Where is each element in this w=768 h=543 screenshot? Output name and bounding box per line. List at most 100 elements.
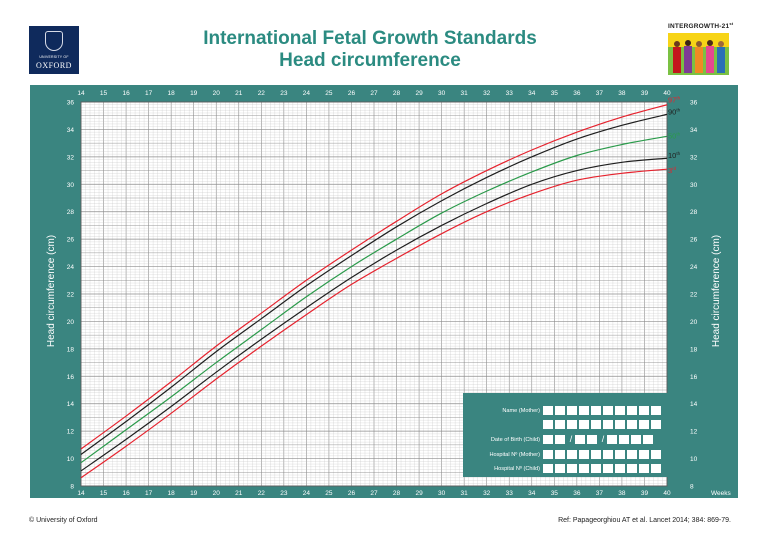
date-cell[interactable]	[575, 435, 585, 444]
x-tick-label-top: 28	[393, 90, 401, 97]
name-cell[interactable]	[639, 420, 649, 429]
x-tick-label-top: 18	[168, 90, 176, 97]
name-cell[interactable]	[627, 406, 637, 415]
name-cell[interactable]	[567, 406, 577, 415]
x-tick-label-bottom: 20	[213, 490, 221, 497]
y-tick-label-right: 12	[690, 429, 698, 436]
x-tick-label-top: 14	[77, 90, 85, 97]
name-cell[interactable]	[627, 420, 637, 429]
hospital-cell[interactable]	[615, 464, 625, 473]
hospital-cell[interactable]	[603, 464, 613, 473]
x-tick-label-bottom: 39	[641, 490, 649, 497]
y-tick-label-right: 34	[690, 127, 698, 134]
y-tick-label-right: 8	[690, 484, 694, 491]
y-tick-label-right: 26	[690, 237, 698, 244]
x-tick-label-bottom: 29	[415, 490, 423, 497]
x-tick-label-top: 17	[145, 90, 153, 97]
x-tick-label-bottom: 24	[303, 490, 311, 497]
date-of-birth-label: Date of Birth (Child)	[490, 436, 540, 443]
y-tick-label-left: 20	[67, 319, 75, 326]
name-cell[interactable]	[579, 420, 589, 429]
form-row-name-mother: Name (Mother)	[462, 406, 663, 415]
date-cell[interactable]	[543, 435, 553, 444]
hospital-cell[interactable]	[651, 450, 661, 459]
x-tick-label-top: 25	[325, 90, 333, 97]
name-cell[interactable]	[651, 406, 661, 415]
hospital-cell[interactable]	[555, 450, 565, 459]
date-cell[interactable]	[643, 435, 653, 444]
hospital-cell[interactable]	[591, 450, 601, 459]
x-tick-label-top: 21	[235, 90, 243, 97]
name-cell[interactable]	[555, 406, 565, 415]
name-cell[interactable]	[579, 406, 589, 415]
date-cell[interactable]	[619, 435, 629, 444]
hospital-cell[interactable]	[639, 450, 649, 459]
name-cell[interactable]	[567, 420, 577, 429]
x-tick-label-bottom: 38	[618, 490, 626, 497]
name-cell[interactable]	[543, 420, 553, 429]
y-tick-label-right: 14	[690, 401, 698, 408]
series-line-3rd	[80, 168, 668, 479]
y-tick-label-right: 16	[690, 374, 698, 381]
x-tick-label-top: 15	[100, 90, 108, 97]
form-row-hospital-child: Hospital Nº (Child)	[462, 464, 663, 473]
x-tick-label-top: 37	[596, 90, 604, 97]
name-cell[interactable]	[615, 406, 625, 415]
hospital-cell[interactable]	[579, 464, 589, 473]
x-tick-label-bottom: 18	[168, 490, 176, 497]
hospital-cell[interactable]	[651, 464, 661, 473]
name-cell[interactable]	[555, 420, 565, 429]
series-line-50th	[80, 135, 668, 464]
hospital-cell[interactable]	[627, 464, 637, 473]
x-tick-label-bottom: 27	[370, 490, 378, 497]
hospital-cell[interactable]	[627, 450, 637, 459]
x-tick-label-top: 36	[573, 90, 581, 97]
x-tick-label-top: 22	[258, 90, 266, 97]
form-row-name-mother-2	[462, 420, 663, 429]
hospital-cell[interactable]	[567, 464, 577, 473]
hospital-cell[interactable]	[543, 450, 553, 459]
hospital-cell[interactable]	[579, 450, 589, 459]
name-cell[interactable]	[591, 406, 601, 415]
hospital-cell[interactable]	[591, 464, 601, 473]
date-cell[interactable]	[587, 435, 597, 444]
x-tick-label-top: 38	[618, 90, 626, 97]
y-tick-label-left: 28	[67, 209, 75, 216]
x-tick-label-bottom: 17	[145, 490, 153, 497]
x-tick-label-bottom: 32	[483, 490, 491, 497]
name-cell[interactable]	[543, 406, 553, 415]
hospital-cell[interactable]	[603, 450, 613, 459]
x-tick-label-bottom: 40	[663, 490, 671, 497]
x-tick-label-bottom: 16	[122, 490, 130, 497]
hospital-cell[interactable]	[567, 450, 577, 459]
series-line-97th	[80, 104, 668, 450]
x-tick-label-top: 34	[528, 90, 536, 97]
name-cell[interactable]	[603, 406, 613, 415]
name-cell[interactable]	[603, 420, 613, 429]
form-row-hospital-mother: Hospital Nº (Mother)	[462, 450, 663, 459]
name-cell[interactable]	[639, 406, 649, 415]
centile-label-10th: 10th	[668, 151, 681, 160]
name-cell[interactable]	[651, 420, 661, 429]
x-tick-label-top: 29	[415, 90, 423, 97]
x-tick-label-bottom: 34	[528, 490, 536, 497]
x-tick-label-top: 30	[438, 90, 446, 97]
oxford-logo-line2: OXFORD	[36, 61, 72, 70]
date-cell[interactable]	[555, 435, 565, 444]
date-cell[interactable]	[631, 435, 641, 444]
hospital-cell[interactable]	[639, 464, 649, 473]
name-cell[interactable]	[591, 420, 601, 429]
x-tick-label-top: 27	[370, 90, 378, 97]
name-cell[interactable]	[615, 420, 625, 429]
hospital-cell[interactable]	[543, 464, 553, 473]
y-tick-label-left: 18	[67, 346, 75, 353]
centile-label-90th: 90th	[668, 107, 681, 116]
y-tick-label-left: 26	[67, 237, 75, 244]
copyright-text: © University of Oxford	[29, 517, 98, 524]
hospital-cell[interactable]	[615, 450, 625, 459]
hospital-cell[interactable]	[555, 464, 565, 473]
y-axis-label-left: Head circumference (cm)	[46, 235, 57, 347]
form-row-date-of-birth: Date of Birth (Child) / /	[462, 435, 655, 444]
date-cell[interactable]	[607, 435, 617, 444]
